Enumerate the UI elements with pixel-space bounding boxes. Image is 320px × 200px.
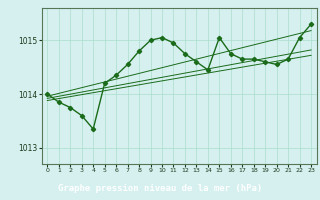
Text: Graphe pression niveau de la mer (hPa): Graphe pression niveau de la mer (hPa) bbox=[58, 184, 262, 193]
